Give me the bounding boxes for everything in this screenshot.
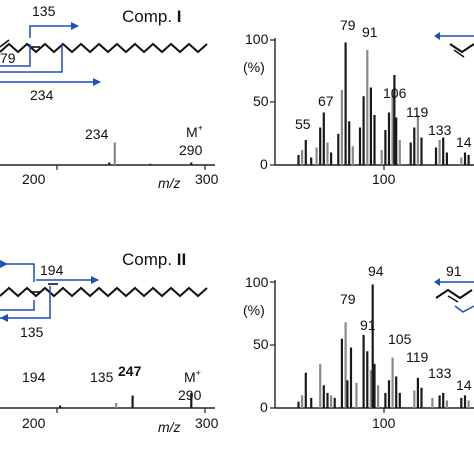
peak-label-234: 234 [85,126,109,142]
comp-ii-title: Comp. II [122,250,186,269]
partial-bracket [454,305,474,313]
double-bond-1 [0,39,10,48]
y-axis-label: (%) [243,302,265,318]
comp-i-carbon-chain [0,42,208,54]
peak-label-247: 247 [118,363,142,379]
peak-label-133: 133 [428,365,452,381]
x-axis-label: m/z [158,419,181,435]
peak-label-105: 105 [388,331,412,347]
frag-label-234: 234 [30,87,54,103]
peak-label-119: 119 [406,104,429,120]
peak-label-55: 55 [295,116,311,132]
frag-label-91: 91 [446,263,462,279]
frag-label-79: 79 [0,50,16,66]
peak-label-91: 91 [360,317,376,333]
frag-arrow-135 [29,22,79,38]
peak-label-14x: 14 [456,134,472,150]
bars-bottom-right [297,284,470,408]
y-tick-label-100: 100 [245,31,269,47]
frag-label-135: 135 [20,324,44,340]
bars-top-right [297,42,470,165]
partial-structure [435,288,473,300]
y-tick-label-100: 100 [245,274,269,290]
mol-ion-value: 290 [178,387,202,403]
peak-label-106: 106 [383,85,407,101]
peak-label-94: 94 [368,263,384,279]
peak-label-91: 91 [362,24,378,40]
bars-top-left [108,142,193,165]
mol-ion-value: 290 [179,142,203,158]
x-tick-label-300: 300 [195,171,219,187]
y-axis-label: (%) [243,59,265,75]
x-tick-label-100: 100 [372,415,396,431]
panel-bottom-right: 100 50 0 (%) 100 94 79 91 105 119 133 14… [243,263,474,431]
comp-ii-carbon-chain [0,286,208,298]
comp-i-title: Comp. I [122,7,182,26]
arrowhead [0,260,8,268]
frag-label-194: 194 [40,262,64,278]
peak-label-119: 119 [406,349,429,365]
peak-label-14x: 14 [456,377,472,393]
frag-bracket-135 [0,286,51,319]
peak-label-79: 79 [340,291,356,307]
panel-top-left: Comp. I 135 79 234 200 300 m/z 234 M+ 29… [0,3,219,191]
arrowhead-left [434,278,440,286]
x-tick-label-200: 200 [22,171,46,187]
frag-bracket-a [0,44,63,73]
x-tick-label-100: 100 [372,171,396,187]
peak-label-133: 133 [428,122,452,138]
bars-bottom-left [58,393,193,408]
panel-bottom-left: Comp. II 194 135 200 300 m/z 194 135 247… [0,250,219,435]
y-tick-label-0: 0 [260,399,268,415]
partial-double-bond [453,49,465,58]
x-axis-label: m/z [158,175,181,191]
arrowhead-left [434,32,440,40]
frag-bracket-inner [0,300,35,311]
mol-ion-label: M+ [184,368,201,385]
x-tick-label-200: 200 [22,415,46,431]
peak-label-194: 194 [22,369,46,385]
y-tick-label-0: 0 [260,156,268,172]
frag-bracket-79 [0,44,31,67]
arrowhead [0,314,8,322]
peak-label-79: 79 [340,17,356,33]
x-tick-label-300: 300 [195,415,219,431]
y-tick-label-50: 50 [253,93,269,109]
partial-double-bond [447,295,459,303]
frag-label-135: 135 [32,3,56,19]
mol-ion-label: M+ [186,123,203,140]
peak-label-67: 67 [318,93,334,109]
partial-structure [449,43,474,54]
y-tick-label-50: 50 [253,336,269,352]
peak-label-135: 135 [90,369,114,385]
panel-top-right: 100 50 0 (%) 100 79 91 67 55 106 119 133… [243,17,474,187]
frag-bracket-left [0,263,35,282]
